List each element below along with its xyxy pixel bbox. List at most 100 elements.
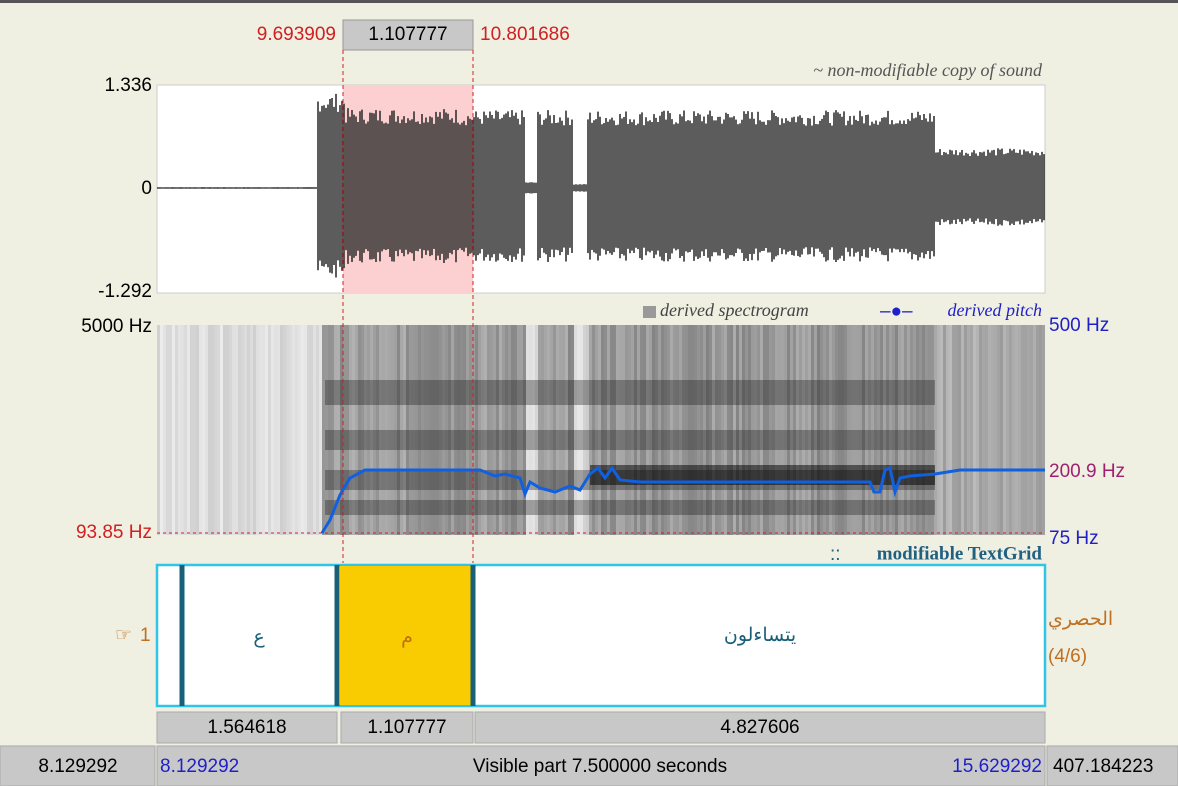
spectrogram-column — [214, 325, 217, 535]
interval-text[interactable]: يتساءلون — [724, 625, 796, 646]
formant-band — [325, 500, 935, 515]
tier-pointer: ☞ — [115, 625, 132, 646]
spectrogram-column — [247, 325, 250, 535]
spectrogram-column — [256, 325, 259, 535]
spectrogram-column — [205, 325, 208, 535]
spectrogram-column — [1021, 325, 1024, 535]
spectrogram-column — [979, 325, 982, 535]
spectrogram-column — [1042, 325, 1045, 535]
spectrogram-column — [1015, 325, 1018, 535]
visible-start: 8.129292 — [160, 756, 239, 777]
pitch-min: 75 Hz — [1049, 528, 1099, 549]
spectrogram-column — [958, 325, 961, 535]
spectrogram-column — [952, 325, 955, 535]
spectrogram-column — [274, 325, 277, 535]
sound-min: -1.292 — [98, 281, 152, 302]
spectrogram-column — [322, 325, 325, 535]
spectrogram-column — [199, 325, 202, 535]
spectrogram-column — [169, 325, 172, 535]
top-border — [0, 0, 1178, 3]
duration: 4.827606 — [720, 717, 799, 738]
spectrogram-column — [991, 325, 994, 535]
spectrogram-column — [976, 325, 979, 535]
spectrogram-column — [304, 325, 307, 535]
spectrogram-column — [211, 325, 214, 535]
spectrogram-column — [1003, 325, 1006, 535]
page: {"selection":{"start":"9.693909","durati… — [0, 0, 1178, 786]
spectrogram-column — [187, 325, 190, 535]
duration: 1.107777 — [367, 717, 446, 738]
spectrogram-column — [175, 325, 178, 535]
formant-band — [325, 430, 935, 450]
spectrogram-column — [280, 325, 283, 535]
pitch-icon: –●– — [880, 301, 913, 322]
spectrogram-column — [973, 325, 976, 535]
spectrogram-column — [1036, 325, 1039, 535]
spectrogram-column — [190, 325, 193, 535]
spectrogram-column — [1033, 325, 1036, 535]
spectrogram-column — [988, 325, 991, 535]
spectrogram-column — [997, 325, 1000, 535]
sound-label: ~ non-modifiable copy of sound — [813, 60, 1043, 80]
spectrogram-column — [238, 325, 241, 535]
spectrogram-column — [184, 325, 187, 535]
spectrogram-column — [241, 325, 244, 535]
spectrogram-column — [955, 325, 958, 535]
spectrogram-column — [313, 325, 316, 535]
spectrogram-column — [1018, 325, 1021, 535]
sound-max: 1.336 — [104, 75, 152, 96]
spectrogram-column — [259, 325, 262, 535]
spectrogram — [157, 325, 1045, 535]
spectrogram-column — [178, 325, 181, 535]
spectrogram-icon — [643, 306, 656, 318]
spectrogram-column — [262, 325, 265, 535]
spectrogram-column — [253, 325, 256, 535]
spectrogram-column — [307, 325, 310, 535]
textgrid-icon: :: — [830, 544, 841, 565]
spectrogram-column — [994, 325, 997, 535]
spectrogram-column — [967, 325, 970, 535]
spectrogram-column — [295, 325, 298, 535]
spectrogram-column — [301, 325, 304, 535]
tier-box[interactable] — [157, 565, 1045, 706]
spectrogram-label: derived spectrogram — [660, 300, 809, 320]
formant-band — [325, 380, 935, 405]
tier-count: (4/6) — [1048, 646, 1087, 667]
spectrogram-column — [181, 325, 184, 535]
editor-window: 9.693909 1.107777 10.801686 ~ non-modifi… — [0, 0, 1178, 786]
spectrogram-column — [1027, 325, 1030, 535]
interval-text[interactable]: م — [401, 627, 413, 648]
selection-start: 9.693909 — [257, 24, 336, 45]
spectrogram-column — [1006, 325, 1009, 535]
spectrogram-column — [1024, 325, 1027, 535]
spectrogram-column — [208, 325, 211, 535]
spectrogram-column — [1030, 325, 1033, 535]
right-total: 407.184223 — [1053, 756, 1153, 777]
freq-max: 5000 Hz — [81, 316, 152, 337]
interval-text[interactable]: ع — [253, 627, 265, 648]
tier-name: الحصري — [1048, 609, 1113, 630]
duration: 1.564618 — [207, 717, 286, 738]
spectrogram-column — [1012, 325, 1015, 535]
spectrogram-column — [193, 325, 196, 535]
spectrogram-column — [961, 325, 964, 535]
spectrogram-column — [232, 325, 235, 535]
visible-part: Visible part 7.500000 seconds — [473, 756, 727, 777]
spectrogram-column — [310, 325, 313, 535]
spectrogram-column — [220, 325, 223, 535]
spectrogram-column — [937, 325, 940, 535]
spectrogram-column — [289, 325, 292, 535]
pitch-max: 500 Hz — [1049, 315, 1109, 336]
pitch-value: 200.9 Hz — [1049, 461, 1125, 482]
spectrogram-column — [970, 325, 973, 535]
pitch-label: derived pitch — [948, 300, 1042, 320]
spectrogram-column — [964, 325, 967, 535]
spectrogram-column — [235, 325, 238, 535]
spectrogram-column — [277, 325, 280, 535]
spectrogram-column — [1009, 325, 1012, 535]
spectrogram-column — [196, 325, 199, 535]
visible-end: 15.629292 — [952, 756, 1042, 777]
selection-end: 10.801686 — [480, 24, 570, 45]
selection-duration: 1.107777 — [368, 24, 447, 45]
spectrogram-column — [250, 325, 253, 535]
